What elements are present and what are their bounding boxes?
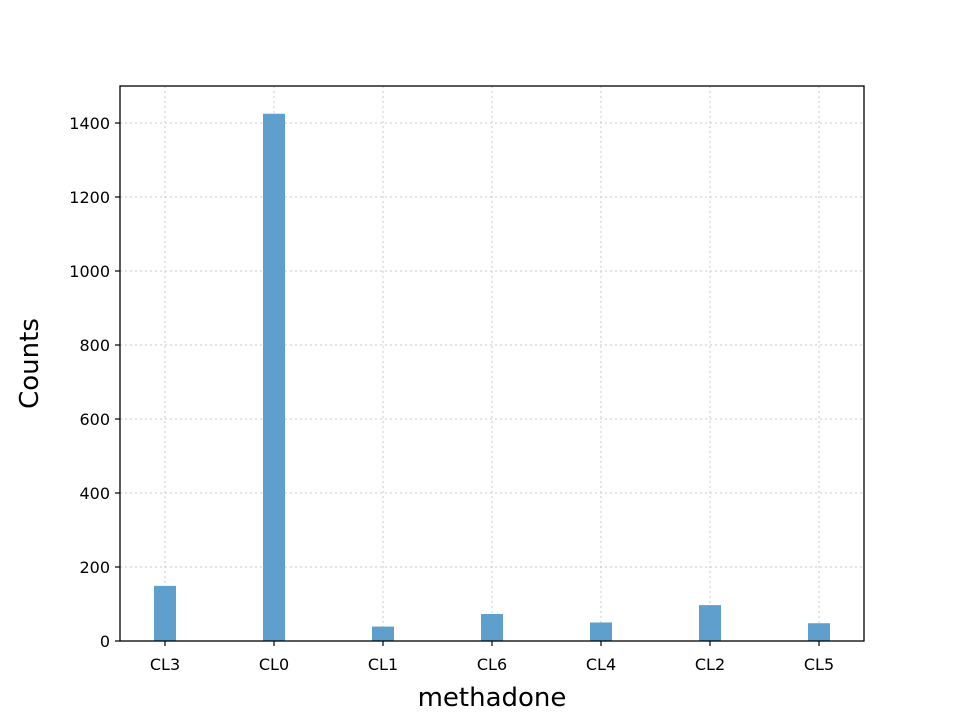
x-tick-label: CL3 xyxy=(150,655,180,674)
x-tick-label: CL6 xyxy=(477,655,507,674)
x-tick-label: CL2 xyxy=(695,655,725,674)
x-tick-label: CL0 xyxy=(259,655,289,674)
y-tick-label: 400 xyxy=(79,484,110,503)
y-tick-label: 0 xyxy=(100,632,110,651)
y-tick-label: 1000 xyxy=(69,262,110,281)
y-tick-label: 1200 xyxy=(69,188,110,207)
x-tick-label: CL4 xyxy=(586,655,616,674)
bar-cl0 xyxy=(263,113,285,641)
bar-cl2 xyxy=(699,605,721,641)
x-axis-title: methadone xyxy=(418,683,567,713)
bar-cl3 xyxy=(154,585,176,641)
y-tick-label: 800 xyxy=(79,336,110,355)
bars xyxy=(154,113,830,641)
y-tick-label: 1400 xyxy=(69,114,110,133)
bar-cl1 xyxy=(372,626,394,641)
y-tick-label: 200 xyxy=(79,558,110,577)
y-tick-label: 600 xyxy=(79,410,110,429)
axis-ticks: 0 200 400 600 800 1000 1200 1400 CL3 CL0 CL1 CL6 CL4… xyxy=(69,114,834,674)
x-tick-label: CL5 xyxy=(804,655,834,674)
x-tick-label: CL1 xyxy=(368,655,398,674)
y-axis-title: Counts xyxy=(15,318,45,409)
grid-lines xyxy=(120,86,864,642)
bar-cl5 xyxy=(808,623,830,641)
bar-cl4 xyxy=(590,622,612,641)
bar-cl6 xyxy=(481,613,503,641)
